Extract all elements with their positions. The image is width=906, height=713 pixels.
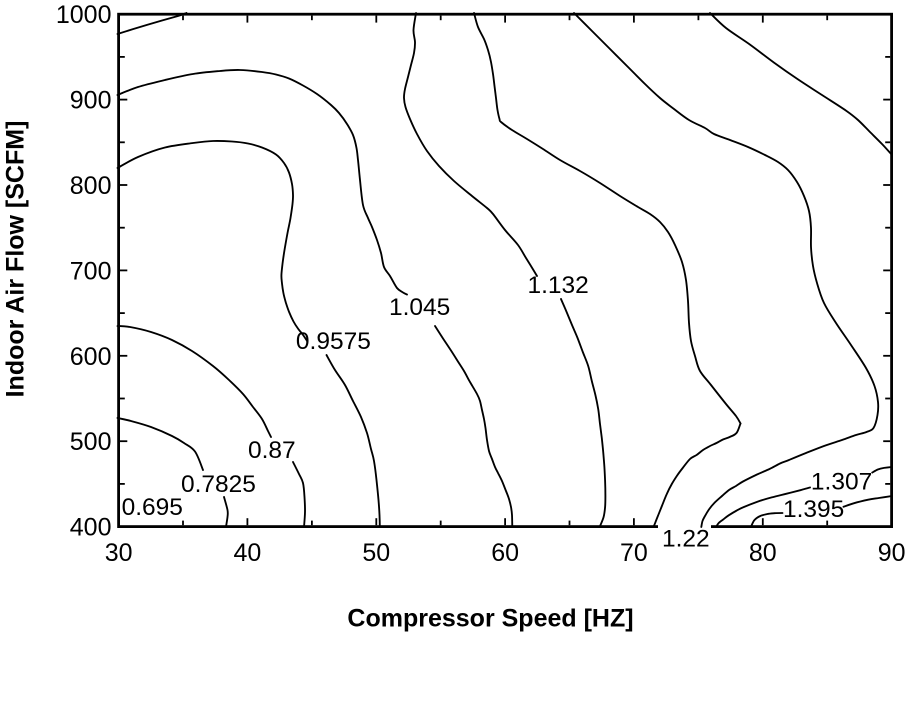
svg-text:1.22: 1.22 [662, 525, 710, 552]
svg-text:Compressor Speed [HZ]: Compressor Speed [HZ] [347, 605, 633, 633]
svg-text:Indoor Air Flow [SCFM]: Indoor Air Flow [SCFM] [1, 121, 29, 398]
svg-text:1.395: 1.395 [783, 496, 844, 523]
svg-text:0.9575: 0.9575 [296, 328, 371, 355]
svg-text:800: 800 [70, 172, 112, 200]
svg-text:30: 30 [105, 539, 133, 567]
svg-text:0.695: 0.695 [122, 494, 183, 521]
svg-text:900: 900 [70, 87, 112, 115]
svg-text:700: 700 [70, 257, 112, 285]
svg-text:80: 80 [749, 539, 777, 567]
svg-text:1.045: 1.045 [389, 294, 450, 321]
svg-text:90: 90 [878, 539, 906, 567]
svg-text:70: 70 [620, 539, 648, 567]
svg-text:0.87: 0.87 [248, 437, 296, 464]
svg-text:60: 60 [491, 539, 519, 567]
svg-text:50: 50 [362, 539, 390, 567]
svg-text:1.132: 1.132 [528, 272, 589, 299]
svg-text:600: 600 [70, 343, 112, 371]
svg-text:40: 40 [233, 539, 261, 567]
svg-text:0.7825: 0.7825 [181, 471, 256, 498]
svg-text:1.307: 1.307 [811, 468, 872, 495]
svg-text:500: 500 [70, 428, 112, 456]
svg-text:1000: 1000 [56, 1, 112, 29]
svg-text:400: 400 [70, 514, 112, 542]
